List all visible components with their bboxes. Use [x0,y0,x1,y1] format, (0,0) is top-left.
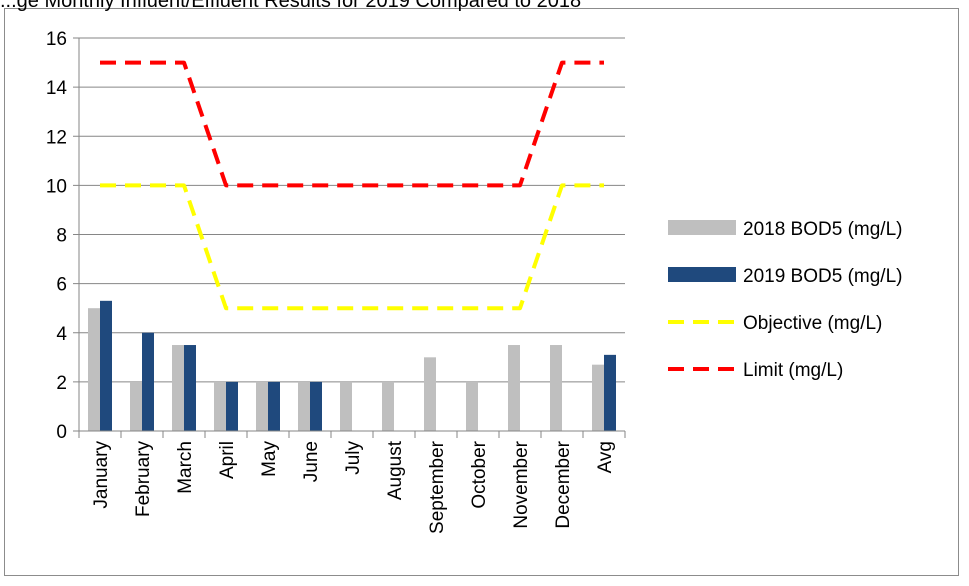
chart-frame [4,8,959,576]
bar-2018-bod5-mg-l-july [340,381,352,431]
bar-2018-bod5-mg-l-september [424,357,436,431]
y-tick-label: 12 [46,127,67,148]
bar-2018-bod5-mg-l-april [214,381,226,431]
x-tick-label-august: August [385,440,406,500]
bar-2018-bod5-mg-l-june [298,381,310,431]
y-tick-label: 14 [46,78,68,99]
y-tick-label: 0 [56,422,67,443]
lines [100,60,604,311]
bar-2018-bod5-mg-l-january [88,308,100,431]
legend-label-2018-bod5-mg-l: 2018 BOD5 (mg/L) [743,219,902,240]
bar-2018-bod5-mg-l-avg [592,364,604,431]
gridlines [79,37,625,383]
x-tick-label-september: September [427,440,448,534]
x-tick-label-june: June [301,441,322,482]
bar-2018-bod5-mg-l-may [256,381,268,431]
bar-2019-bod5-mg-l-april [226,381,238,431]
bar-2019-bod5-mg-l-june [310,381,322,431]
legend-label-limit-mg-l: Limit (mg/L) [743,360,843,381]
x-tick-label-july: July [343,441,364,475]
y-tick-label: 2 [56,373,67,394]
x-tick-label-avg: Avg [595,441,616,473]
x-tick-label-may: May [259,441,280,477]
x-tick-label-february: February [133,441,154,518]
bar-2018-bod5-mg-l-august [382,381,394,431]
bar-2018-bod5-mg-l-february [130,381,142,431]
y-tick-label: 8 [56,226,67,247]
y-tick-label: 16 [46,29,67,50]
bar-2019-bod5-mg-l-january [100,300,112,431]
bar-2018-bod5-mg-l-october [466,381,478,431]
legend-swatch-2019-bod5-mg-l [668,267,736,282]
x-tick-label-january: January [91,441,112,509]
chart-title: ...ge Monthly Influent/Effluent Results … [0,0,582,12]
series-line-objective-mg-l [100,183,604,311]
legend: 2018 BOD5 (mg/L) 2019 BOD5 (mg/L) Objectiv… [668,219,902,381]
bar-2018-bod5-mg-l-march [172,345,184,431]
x-tick-label-november: November [511,440,532,528]
y-tick-label: 10 [46,176,67,197]
legend-swatch-2018-bod5-mg-l [668,220,736,235]
legend-label-objective-mg-l: Objective (mg/L) [743,313,882,334]
x-tick-label-march: March [175,441,196,494]
legend-label-2019-bod5-mg-l: 2019 BOD5 (mg/L) [743,266,902,287]
bar-2019-bod5-mg-l-february [142,332,154,431]
x-tick-label-october: October [469,440,490,508]
bars [88,300,616,431]
bar-2018-bod5-mg-l-december [550,345,562,431]
bar-2019-bod5-mg-l-may [268,381,280,431]
bar-2019-bod5-mg-l-avg [604,354,616,431]
bar-2019-bod5-mg-l-march [184,345,196,431]
axes: 0 2 4 6 8 10 12 14 16 January February March April Ma… [46,29,626,534]
y-tick-label: 4 [56,324,67,345]
y-tick-label: 6 [56,275,67,296]
x-tick-label-april: April [217,441,238,479]
series-line-limit-mg-l [100,60,604,188]
bar-2018-bod5-mg-l-november [508,345,520,431]
x-tick-label-december: December [553,440,574,528]
